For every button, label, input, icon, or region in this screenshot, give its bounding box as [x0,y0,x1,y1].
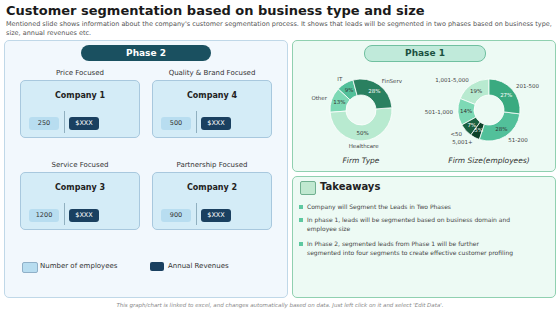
svg-text:FinServ: FinServ [382,78,403,84]
html-text:Quality & Brand Focused: Quality & Brand Focused [168,69,256,77]
html-text:In phase 1, leads will be segm: In phase 1, leads will be segmented base… [307,216,511,232]
svg-text:51-200: 51-200 [508,137,528,143]
svg-text:201-500: 201-500 [516,83,539,89]
html-text:$XXX: $XXX [207,211,225,219]
html-text:Mentioned slide shows informat: Mentioned slide shows information about … [6,20,552,37]
html-text:Phase 2: Phase 2 [126,48,166,58]
svg-text:9%: 9% [345,87,354,93]
html-text:$XXX: $XXX [75,119,93,127]
html-text:Company will Segment the Leads: Company will Segment the Leads in Two Ph… [307,203,451,210]
svg-text:28%: 28% [495,126,507,132]
html-text:Annual Revenues: Annual Revenues [168,262,229,270]
html-text:1200: 1200 [35,211,53,219]
html-text:500: 500 [169,119,183,127]
svg-text:Healthcare: Healthcare [349,143,380,149]
html-text:Customer segmentation based on: Customer segmentation based on business … [6,3,425,18]
svg-text:Other: Other [311,95,327,101]
svg-text:50%: 50% [357,130,369,136]
html-text:Company 4: Company 4 [187,91,237,100]
svg-text:27%: 27% [500,92,512,98]
html-text:Company 3: Company 3 [55,183,105,192]
html-text:Service Focused: Service Focused [51,161,109,169]
html-text:Partnership Focused: Partnership Focused [176,161,248,169]
html-text:250: 250 [37,119,51,127]
html-text:Company 1: Company 1 [55,91,105,100]
html-text:Takeaways: Takeaways [320,181,381,192]
html-text:900: 900 [169,211,183,219]
svg-text:<50: <50 [450,131,462,137]
html-text:This graph/chart is linked to: This graph/chart is linked to excel, and… [116,302,444,308]
svg-text:28%: 28% [368,88,380,94]
html-text:Firm Type: Firm Type [342,156,380,165]
html-text:Phase 1: Phase 1 [405,48,445,58]
svg-text:14%: 14% [460,108,472,114]
html-text:$XXX: $XXX [75,211,93,219]
svg-text:5%: 5% [474,127,483,133]
svg-text:7%: 7% [467,122,477,129]
svg-text:13%: 13% [333,99,345,105]
html-text:Price Focused: Price Focused [56,69,104,77]
html-text:In Phase 2, segmented leads fr: In Phase 2, segmented leads from Phase 1… [307,240,513,256]
svg-text:IT: IT [337,76,343,82]
html-text:Firm Size(employees): Firm Size(employees) [448,156,530,165]
html-text:$XXX: $XXX [207,119,225,127]
svg-text:501-1,000: 501-1,000 [425,109,454,115]
html-text:Number of employees: Number of employees [40,262,118,270]
svg-text:1,001-5,000: 1,001-5,000 [435,77,469,83]
html-text:Company 2: Company 2 [187,183,237,192]
svg-text:5,001+: 5,001+ [452,139,473,145]
svg-text:19%: 19% [470,88,482,94]
